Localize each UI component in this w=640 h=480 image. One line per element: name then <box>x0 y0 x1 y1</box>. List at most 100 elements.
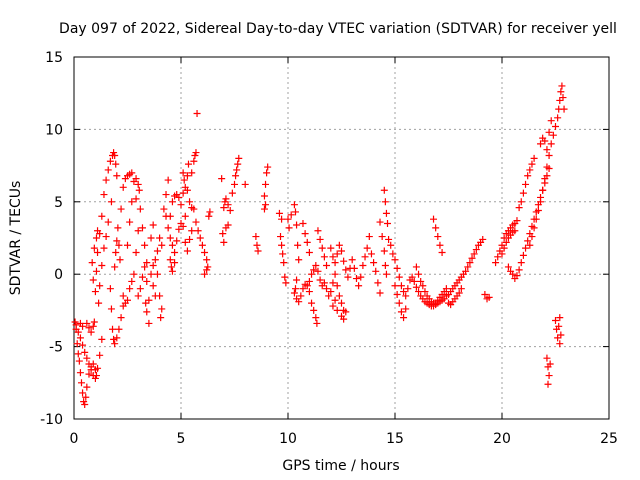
data-point <box>201 270 209 278</box>
data-point <box>167 263 175 271</box>
data-point <box>557 331 565 339</box>
data-point <box>325 292 333 300</box>
data-point <box>543 163 551 171</box>
data-point <box>528 160 536 168</box>
data-point <box>352 275 360 283</box>
data-point <box>96 351 104 359</box>
data-point <box>285 224 293 232</box>
y-ticks: -10 -5 0 5 10 15 <box>40 50 609 428</box>
data-point <box>312 262 320 270</box>
y-axis-label: SDTVAR / TECUs <box>8 181 24 296</box>
data-point <box>382 209 390 217</box>
data-point <box>381 198 389 206</box>
data-point <box>72 321 80 329</box>
data-point <box>183 186 191 194</box>
data-point <box>312 314 320 322</box>
data-point <box>342 308 350 316</box>
data-point <box>277 233 285 241</box>
data-point <box>220 204 228 212</box>
data-point <box>179 169 187 177</box>
data-point <box>166 212 174 220</box>
data-point <box>281 273 289 281</box>
data-point <box>333 250 341 258</box>
data-point <box>102 233 110 241</box>
data-point <box>231 180 238 188</box>
data-point <box>412 283 420 291</box>
data-point <box>91 374 99 382</box>
data-point <box>430 215 438 223</box>
data-point <box>112 160 120 168</box>
data-point <box>282 279 290 287</box>
data-point <box>179 189 187 197</box>
data-point <box>402 305 410 313</box>
data-point <box>543 146 551 154</box>
data-point <box>532 215 540 223</box>
data-point <box>468 254 476 262</box>
data-point <box>87 366 95 374</box>
data-point <box>121 299 129 307</box>
data-point <box>415 270 423 278</box>
data-point <box>546 360 554 368</box>
data-point <box>94 248 102 256</box>
data-point <box>162 191 170 199</box>
data-point <box>314 267 322 275</box>
data-point <box>188 227 196 235</box>
data-point <box>318 244 326 252</box>
data-point <box>241 180 249 188</box>
data-point <box>524 237 532 245</box>
data-point <box>83 354 91 362</box>
data-point <box>305 288 313 296</box>
data-point <box>142 299 150 307</box>
data-point <box>410 277 418 285</box>
data-point <box>402 292 410 300</box>
data-point <box>252 233 260 241</box>
data-point <box>181 238 189 246</box>
data-point <box>112 248 120 256</box>
data-point <box>395 299 403 307</box>
data-point <box>380 186 388 194</box>
axis-frame <box>73 56 610 420</box>
data-point <box>89 322 97 330</box>
data-point <box>190 157 198 165</box>
data-point <box>297 292 305 300</box>
data-point <box>543 354 551 362</box>
data-point <box>498 250 506 258</box>
data-point <box>370 259 378 267</box>
data-point <box>374 279 382 287</box>
data-point <box>222 195 230 203</box>
x-tick-label: 0 <box>70 431 79 447</box>
data-point <box>323 285 331 293</box>
data-point <box>107 198 115 206</box>
data-point <box>124 241 131 249</box>
data-point <box>104 218 112 226</box>
data-point <box>132 175 140 183</box>
data-point <box>432 224 440 232</box>
data-point <box>157 314 165 322</box>
data-point <box>158 241 166 249</box>
data-point <box>94 227 102 235</box>
data-point <box>279 250 287 258</box>
data-point <box>397 308 405 316</box>
data-point <box>79 322 87 330</box>
data-point <box>171 259 179 267</box>
data-point <box>291 208 299 216</box>
data-point <box>404 285 412 293</box>
data-point <box>509 270 517 278</box>
data-point <box>135 186 143 194</box>
data-point <box>253 241 261 249</box>
data-point <box>263 169 271 177</box>
data-point <box>91 288 99 296</box>
data-point <box>158 305 166 313</box>
data-point <box>74 328 82 336</box>
data-point <box>149 282 157 290</box>
data-point <box>141 241 149 249</box>
data-point <box>100 191 108 199</box>
y-tick-label: 15 <box>45 50 63 66</box>
data-point <box>168 198 176 206</box>
data-point <box>522 180 530 188</box>
data-point <box>224 221 232 229</box>
data-point <box>74 350 82 358</box>
data-point <box>280 259 288 267</box>
data-point <box>106 157 114 165</box>
data-point <box>558 82 566 90</box>
